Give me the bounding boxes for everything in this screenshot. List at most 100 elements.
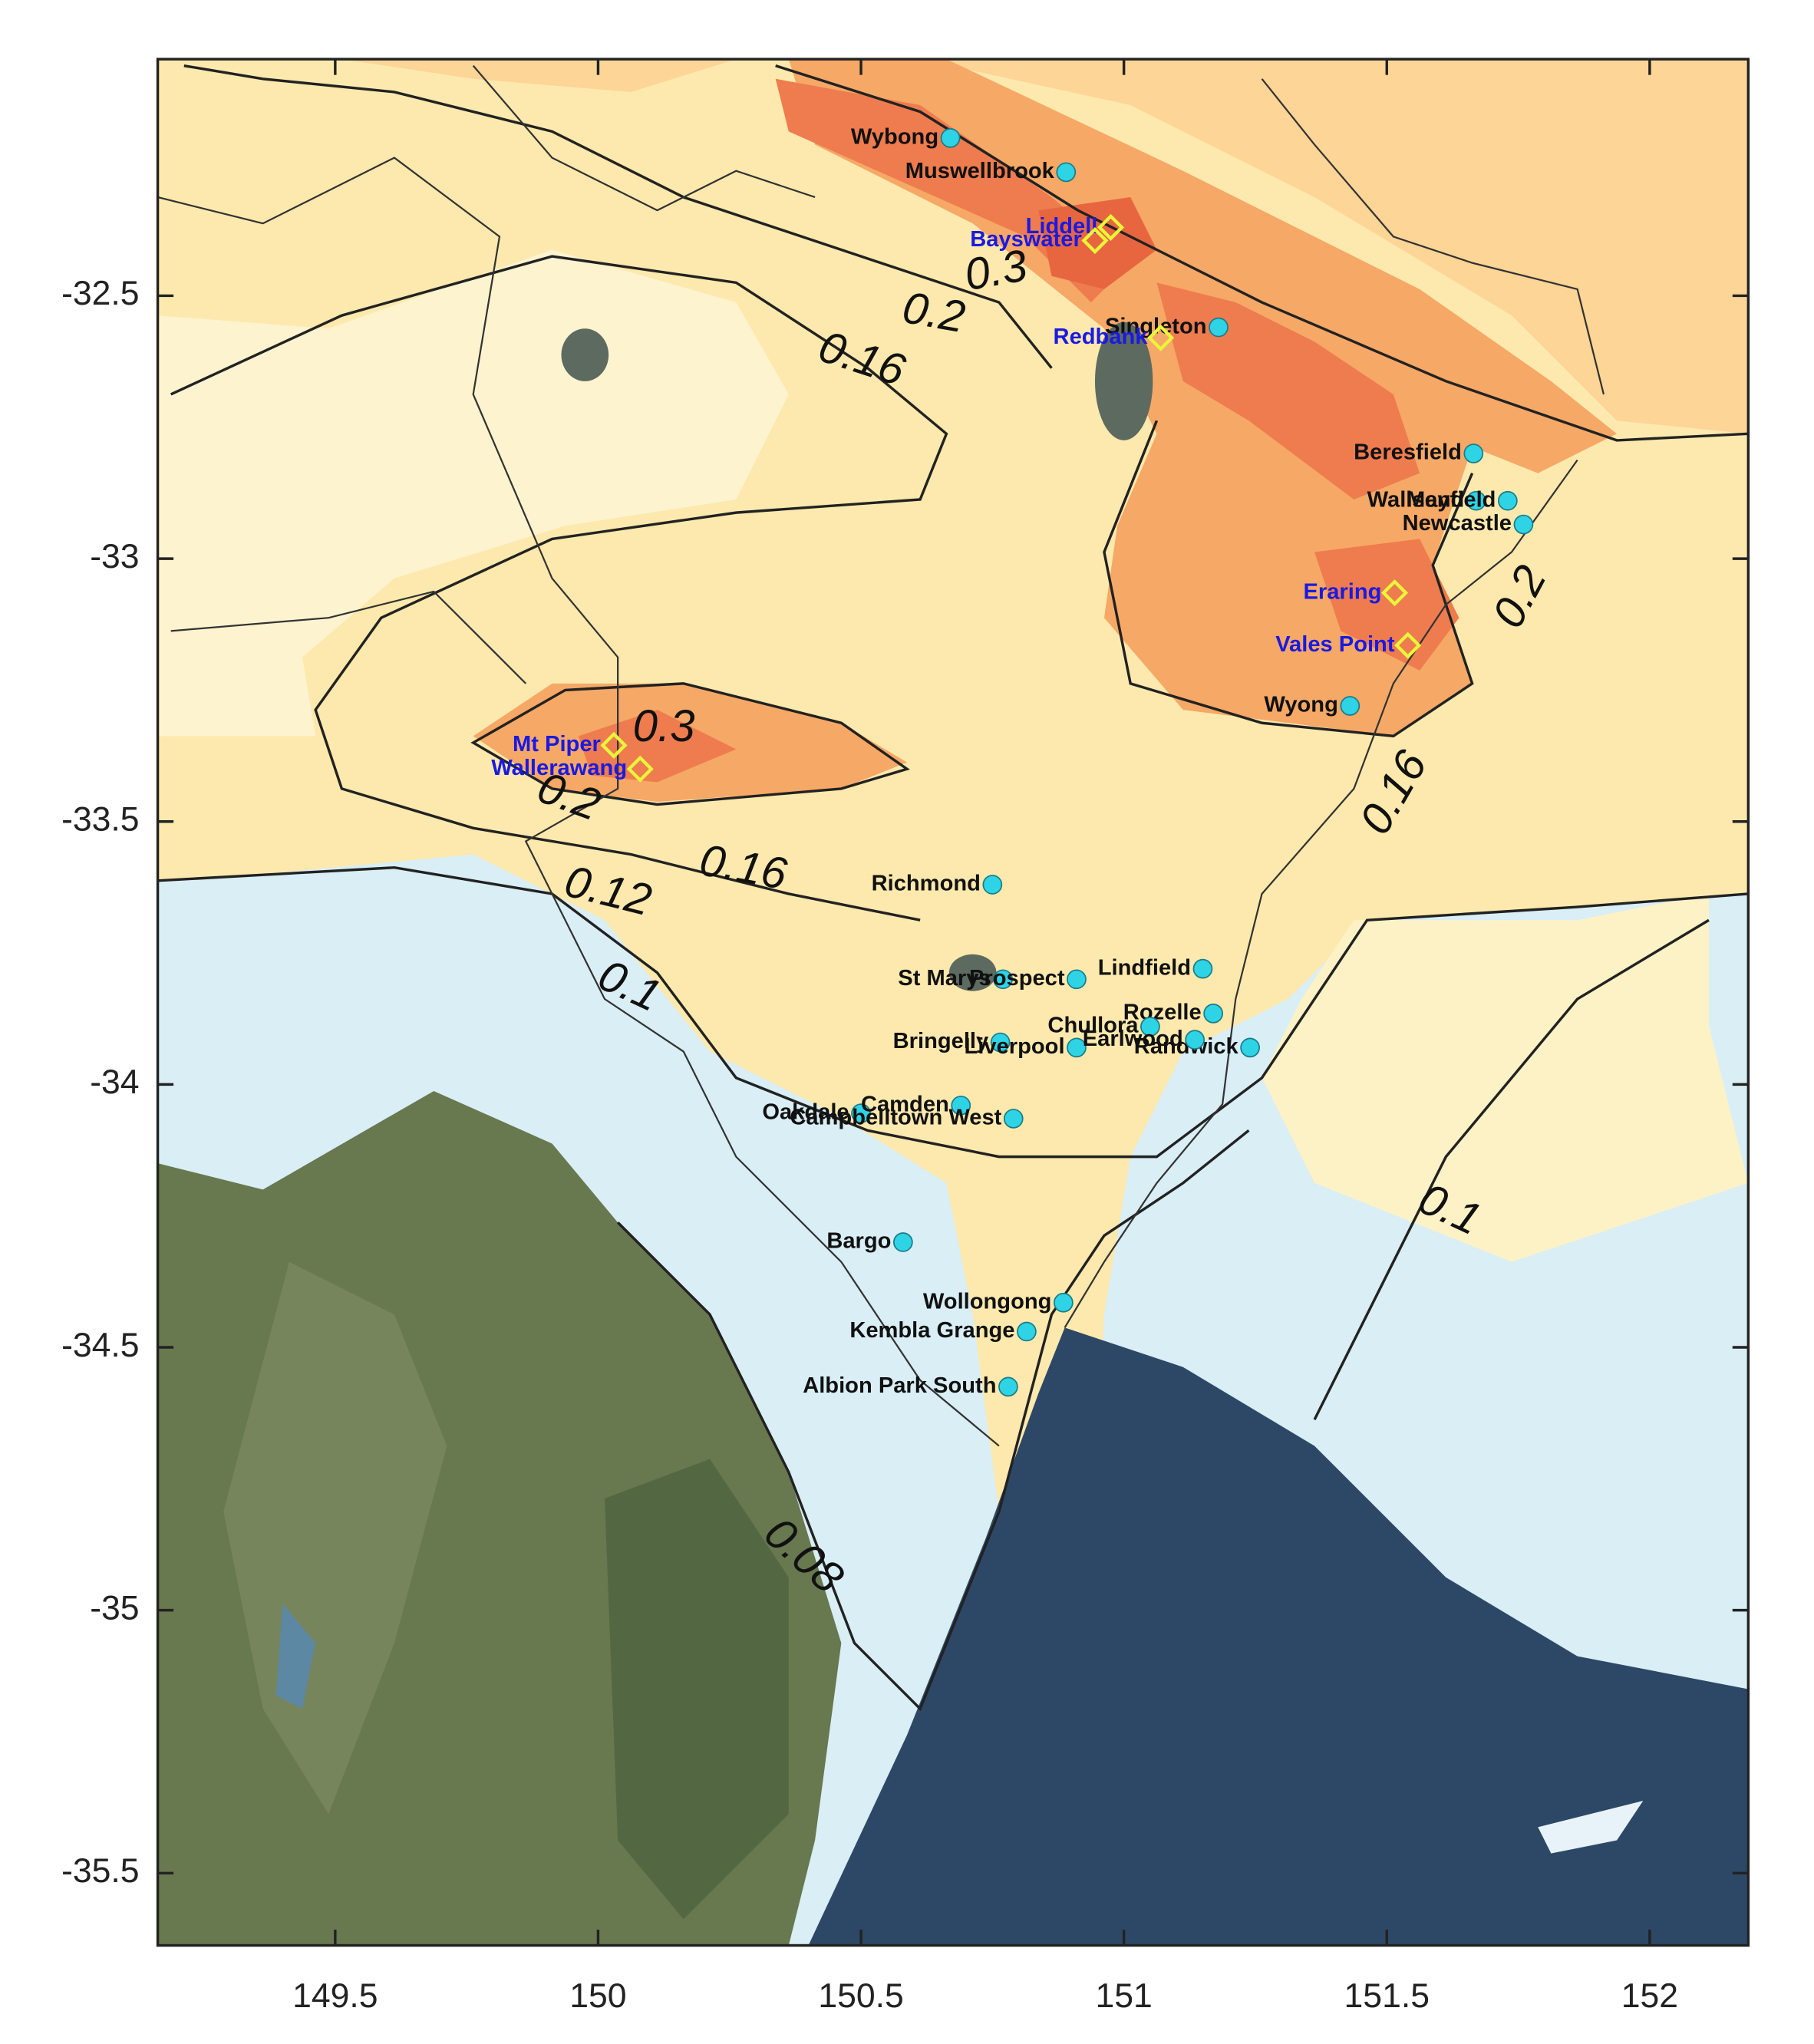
- contour-line: [775, 64, 1749, 442]
- boundary-line: [472, 64, 816, 212]
- station-label: Beresfield: [1354, 440, 1462, 465]
- power-station: [1081, 226, 1109, 255]
- monitoring-station: [1192, 958, 1213, 979]
- monitoring-station: [1054, 1292, 1074, 1313]
- station-label: Richmond: [872, 872, 981, 896]
- monitoring-station: [990, 1032, 1011, 1053]
- monitoring-station: [1017, 1321, 1037, 1342]
- station-label: Mayfield: [1407, 487, 1496, 512]
- monitoring-station: [1067, 1037, 1087, 1058]
- monitoring-station: [1466, 490, 1486, 511]
- station-label: Bringelly: [893, 1029, 989, 1053]
- monitoring-station: [951, 1095, 971, 1116]
- power-station: [626, 755, 654, 783]
- map-background: [157, 59, 1749, 1946]
- x-tick-label: 149.5: [292, 1977, 378, 2015]
- power-station-label: Redbank: [1054, 325, 1149, 349]
- lake: [948, 954, 997, 991]
- monitoring-station: [851, 1103, 871, 1123]
- contour-line: [1103, 420, 1474, 738]
- monitoring-station: [1463, 443, 1484, 463]
- lake: [1094, 321, 1153, 440]
- contour-label: 0.2: [899, 282, 968, 342]
- monitoring-station: [1498, 490, 1518, 511]
- station-label: St Marys: [898, 966, 991, 991]
- y-tick-label: -32.5: [61, 275, 139, 312]
- coastline: [1064, 459, 1578, 1328]
- monitoring-station: [893, 1232, 913, 1252]
- monitoring-station: [998, 1376, 1018, 1397]
- contour-label: 0.3: [961, 240, 1031, 300]
- station-label: Singleton: [1105, 314, 1207, 338]
- region-0-2: [157, 59, 1749, 434]
- power-station: [1394, 631, 1422, 659]
- boundary-line: [170, 590, 527, 684]
- y-tick-label: -33: [90, 538, 139, 575]
- monitoring-station: [1340, 696, 1360, 716]
- boundary-line: [157, 157, 1000, 1447]
- lake: [561, 328, 609, 381]
- x-tick-label: 150: [569, 1977, 626, 2015]
- y-tick-label: -35: [90, 1589, 139, 1627]
- region-0-5: [1038, 196, 1157, 289]
- region-0-4: [1314, 539, 1459, 671]
- power-station: [1380, 579, 1409, 607]
- sea-region: [1538, 1801, 1644, 1854]
- station-label: Lindfield: [1098, 955, 1191, 980]
- monitoring-station: [940, 128, 961, 148]
- contour-line: [183, 64, 1053, 369]
- y-tick-label: -34.5: [61, 1327, 139, 1364]
- station-label: Earlwood: [1083, 1027, 1183, 1051]
- contour-line: [616, 1129, 1250, 1712]
- x-tick-label: 150.5: [818, 1977, 903, 2015]
- station-label: Albion Park South: [803, 1373, 996, 1398]
- contour-line: [157, 865, 1749, 1159]
- x-tick-label: 151: [1095, 1977, 1152, 2015]
- monitoring-station: [1240, 1037, 1260, 1058]
- x-tick-label: 152: [1621, 1977, 1678, 2015]
- y-tick-label: -34: [90, 1063, 139, 1101]
- monitoring-station: [1003, 1109, 1024, 1129]
- station-label: Campbelltown West: [790, 1106, 1001, 1130]
- satellite-texture: [605, 1459, 789, 1920]
- station-label: Kembla Grange: [849, 1318, 1014, 1343]
- contour-line: [1313, 918, 1710, 1421]
- station-label: Liverpool: [965, 1034, 1065, 1059]
- monitoring-station: [1209, 317, 1229, 338]
- station-label: Bargo: [826, 1229, 891, 1254]
- monitoring-station: [1056, 162, 1077, 183]
- y-tick-label: -35.5: [61, 1852, 139, 1890]
- power-station-label: Liddell: [1026, 214, 1098, 239]
- power-station-label: Eraring: [1303, 579, 1381, 604]
- station-label: Wallsend: [1367, 487, 1465, 512]
- plot-frame: [156, 58, 1750, 1947]
- monitoring-station: [1203, 1004, 1223, 1024]
- y-tick-label: -33.5: [61, 801, 139, 839]
- contour-line: [170, 255, 948, 921]
- power-station: [600, 731, 628, 759]
- power-station-label: Vales Point: [1275, 632, 1395, 657]
- station-label: Chullora: [1047, 1014, 1139, 1038]
- power-station-label: Bayswater: [970, 227, 1082, 252]
- monitoring-station: [982, 875, 1003, 895]
- station-label: Newcastle: [1403, 511, 1512, 536]
- station-label: Rozelle: [1123, 1001, 1202, 1025]
- station-label: Wybong: [851, 125, 938, 150]
- station-label: Prospect: [969, 966, 1065, 991]
- x-tick-label: 151.5: [1344, 1977, 1430, 2015]
- station-label: Oakdale: [762, 1100, 849, 1125]
- station-label: Camden: [861, 1092, 949, 1116]
- contour-line: [470, 682, 910, 806]
- region-0-1: [1262, 893, 1749, 1262]
- monitoring-station: [993, 969, 1013, 990]
- region-0-12: [157, 249, 789, 737]
- power-station-label: Mt Piper: [513, 732, 601, 757]
- monitoring-station: [1067, 969, 1087, 990]
- region-0-4: [775, 78, 1131, 303]
- monitoring-station: [1185, 1030, 1205, 1050]
- power-station: [1097, 213, 1125, 241]
- power-station-label: Wallerawang: [491, 756, 627, 780]
- monitoring-station: [1513, 514, 1534, 535]
- station-label: Wollongong: [923, 1289, 1052, 1314]
